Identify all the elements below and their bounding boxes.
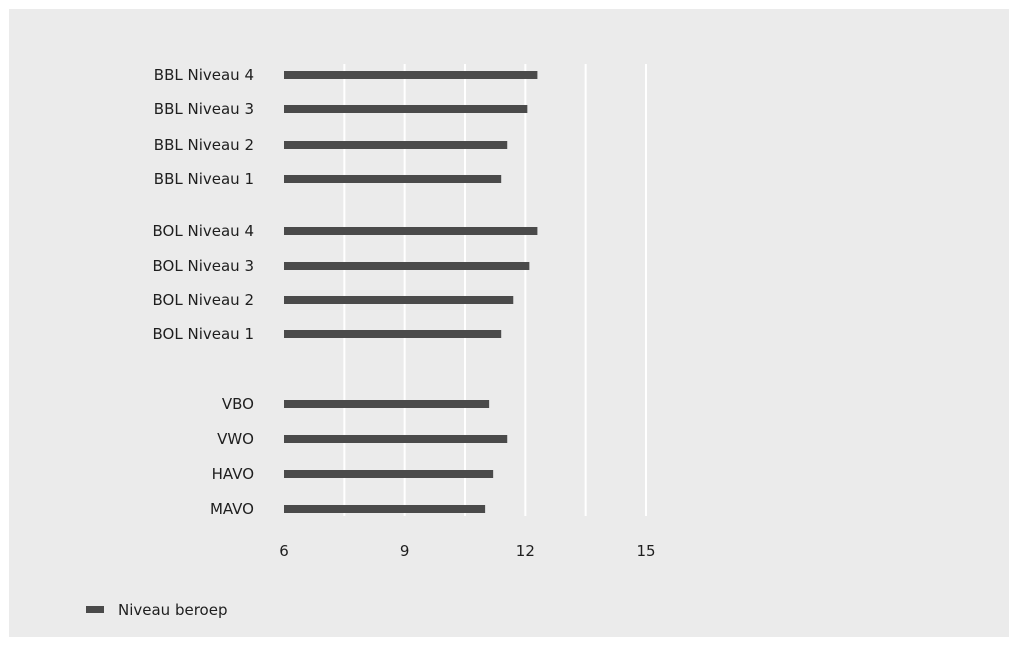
x-tick-label: 12 xyxy=(516,542,535,560)
x-tick-label: 6 xyxy=(279,542,289,560)
bar xyxy=(284,71,538,79)
category-label: MAVO xyxy=(210,500,254,518)
legend-label: Niveau beroep xyxy=(118,601,227,619)
x-tick-label: 9 xyxy=(400,542,410,560)
bar xyxy=(284,227,538,235)
category-label: BOL Niveau 2 xyxy=(153,291,254,309)
chart-panel xyxy=(9,9,1009,637)
category-label: VWO xyxy=(217,430,254,448)
x-tick-label: 15 xyxy=(636,542,655,560)
bar xyxy=(284,262,530,270)
bar xyxy=(284,435,508,443)
bar xyxy=(284,175,502,183)
category-label: BOL Niveau 1 xyxy=(153,325,254,343)
bar xyxy=(284,470,494,478)
legend-swatch xyxy=(86,606,104,613)
category-labels: BBL Niveau 4 BBL Niveau 3 BBL Niveau 2 BBL … xyxy=(153,66,254,518)
category-label: BBL Niveau 3 xyxy=(154,100,254,118)
x-tick-labels: 6 9 12 15 xyxy=(279,542,655,560)
category-label: BBL Niveau 4 xyxy=(154,66,254,84)
category-label: HAVO xyxy=(212,465,254,483)
bars xyxy=(284,71,538,513)
bar xyxy=(284,105,528,113)
bar xyxy=(284,296,514,304)
category-label: VBO xyxy=(222,395,254,413)
legend: Niveau beroep xyxy=(86,601,227,619)
category-label: BOL Niveau 3 xyxy=(153,257,254,275)
category-label: BOL Niveau 4 xyxy=(153,222,254,240)
bar xyxy=(284,505,486,513)
category-label: BBL Niveau 1 xyxy=(154,170,254,188)
bar xyxy=(284,330,502,338)
bar xyxy=(284,141,508,149)
gridlines xyxy=(343,64,647,516)
bar xyxy=(284,400,490,408)
category-label: BBL Niveau 2 xyxy=(154,136,254,154)
